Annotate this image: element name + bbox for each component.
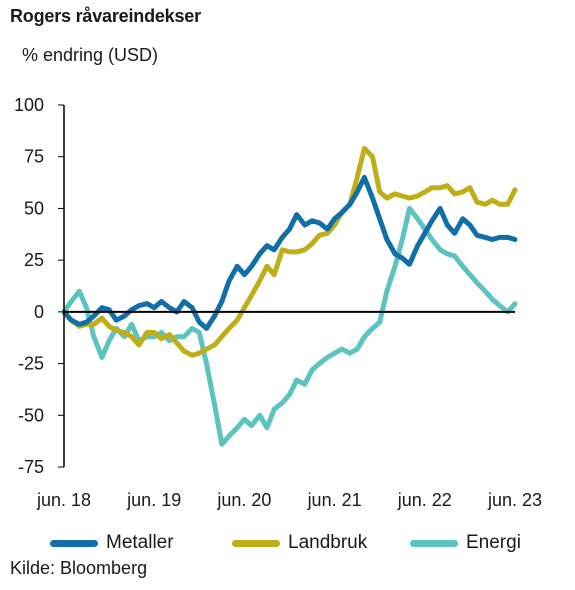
series-lines [61, 145, 518, 447]
x-tick-label: jun. 18 [36, 490, 91, 510]
legend-label-landbruk: Landbruk [288, 532, 368, 553]
x-tick-label: jun. 20 [216, 490, 271, 510]
legend-item-energi: Energi [410, 528, 521, 558]
y-tick-label: -50 [18, 405, 44, 425]
y-axis-ticks: 100 75 50 25 0 -25 -50 -75 [14, 95, 64, 477]
chart-title: Rogers råvareindekser [10, 6, 201, 26]
y-tick-label: 25 [24, 250, 44, 270]
y-tick-label: 0 [34, 302, 44, 322]
y-tick-label: -25 [18, 354, 44, 374]
legend: Metaller Landbruk Energi [0, 528, 575, 558]
x-tick-label: jun. 19 [126, 490, 181, 510]
y-tick-label: 100 [14, 95, 44, 115]
y-tick-label: -75 [18, 457, 44, 477]
y-tick-label: 75 [24, 147, 44, 167]
series-line-energi [61, 205, 518, 447]
x-tick-label: jun. 23 [487, 490, 542, 510]
y-tick-label: 50 [24, 198, 44, 218]
y-axis-label: % endring (USD) [22, 45, 159, 65]
legend-swatch-energi [410, 539, 458, 547]
series-line-metaller [61, 174, 518, 331]
x-tick-label: jun. 22 [397, 490, 452, 510]
legend-label-energi: Energi [466, 532, 521, 553]
legend-swatch-metaller [50, 539, 98, 547]
legend-item-metaller: Metaller [50, 528, 174, 558]
x-tick-label: jun. 21 [307, 490, 362, 510]
source-note: Kilde: Bloomberg [10, 558, 148, 578]
x-axis-ticks: jun. 18 jun. 19 jun. 20 jun. 21 jun. 22 jun. … [36, 490, 542, 510]
series-line-landbruk [61, 145, 518, 358]
legend-swatch-landbruk [232, 539, 280, 547]
legend-item-landbruk: Landbruk [232, 528, 367, 558]
legend-label-metaller: Metaller [106, 532, 174, 553]
